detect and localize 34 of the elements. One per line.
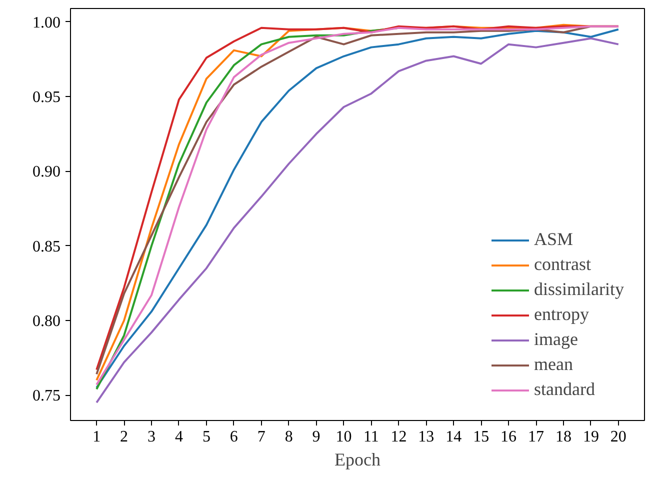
y-tick-label: 0.75	[32, 388, 60, 405]
legend-label: image	[534, 329, 578, 350]
x-tick-label: 12	[390, 428, 407, 446]
legend-label: entropy	[534, 304, 589, 325]
legend-label: dissimilarity	[534, 279, 624, 300]
y-tick-label: 0.90	[32, 164, 60, 181]
x-tick-label: 11	[364, 428, 379, 446]
x-tick-label: 18	[555, 428, 572, 446]
x-tick-label: 2	[120, 428, 128, 446]
legend-label: contrast	[534, 254, 591, 275]
y-tick-label: 0.85	[32, 238, 60, 256]
x-tick-label: 7	[257, 428, 266, 446]
x-tick-label: 15	[473, 428, 490, 446]
x-tick-label: 20	[610, 428, 626, 446]
legend-label: ASM	[534, 229, 574, 250]
legend-label: standard	[534, 379, 595, 400]
x-tick-label: 5	[202, 428, 210, 446]
x-tick-label: 3	[148, 428, 156, 446]
x-tick-label: 10	[336, 428, 352, 446]
y-tick-label: 0.80	[32, 312, 60, 330]
y-tick-label: 0.95	[32, 89, 60, 106]
x-axis-title: Epoch	[334, 450, 380, 470]
legend-label: mean	[534, 354, 573, 375]
x-tick-label: 16	[500, 428, 517, 446]
x-tick-label: 4	[174, 428, 183, 446]
x-tick-label: 14	[446, 428, 462, 446]
x-tick-label: 1	[92, 428, 101, 446]
x-tick-label: 19	[582, 428, 599, 446]
x-tick-label: 8	[284, 428, 293, 446]
x-tick-label: 13	[418, 428, 434, 446]
y-tick-label: 1.00	[32, 14, 60, 32]
x-tick-label: 6	[230, 428, 238, 446]
x-tick-label: 9	[312, 428, 320, 446]
x-tick-label: 17	[528, 428, 544, 446]
